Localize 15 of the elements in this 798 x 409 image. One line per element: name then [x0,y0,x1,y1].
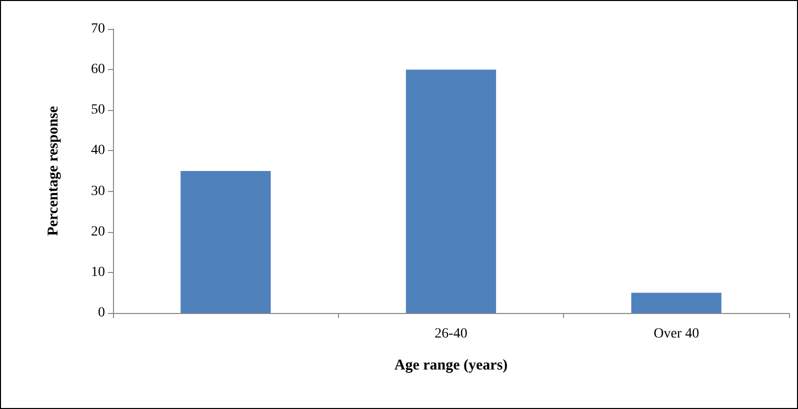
y-tick-label: 60 [91,62,105,78]
x-tick-label: Over 40 [654,326,700,342]
y-tick-label: 30 [91,184,105,199]
y-tick-label: 50 [91,102,105,118]
x-tick-label: 26-40 [434,326,468,342]
y-tick-label: 0 [98,306,105,320]
y-tick-label: 10 [91,264,105,280]
y-tick-label: 20 [91,224,105,240]
bar [180,171,271,313]
bar [406,70,496,313]
y-axis-title: Percentage response [46,106,62,236]
y-tick-label: 70 [91,22,105,36]
bar [631,292,722,313]
y-tick-label: 40 [91,143,105,158]
x-axis-title: Age range (years) [394,358,508,374]
